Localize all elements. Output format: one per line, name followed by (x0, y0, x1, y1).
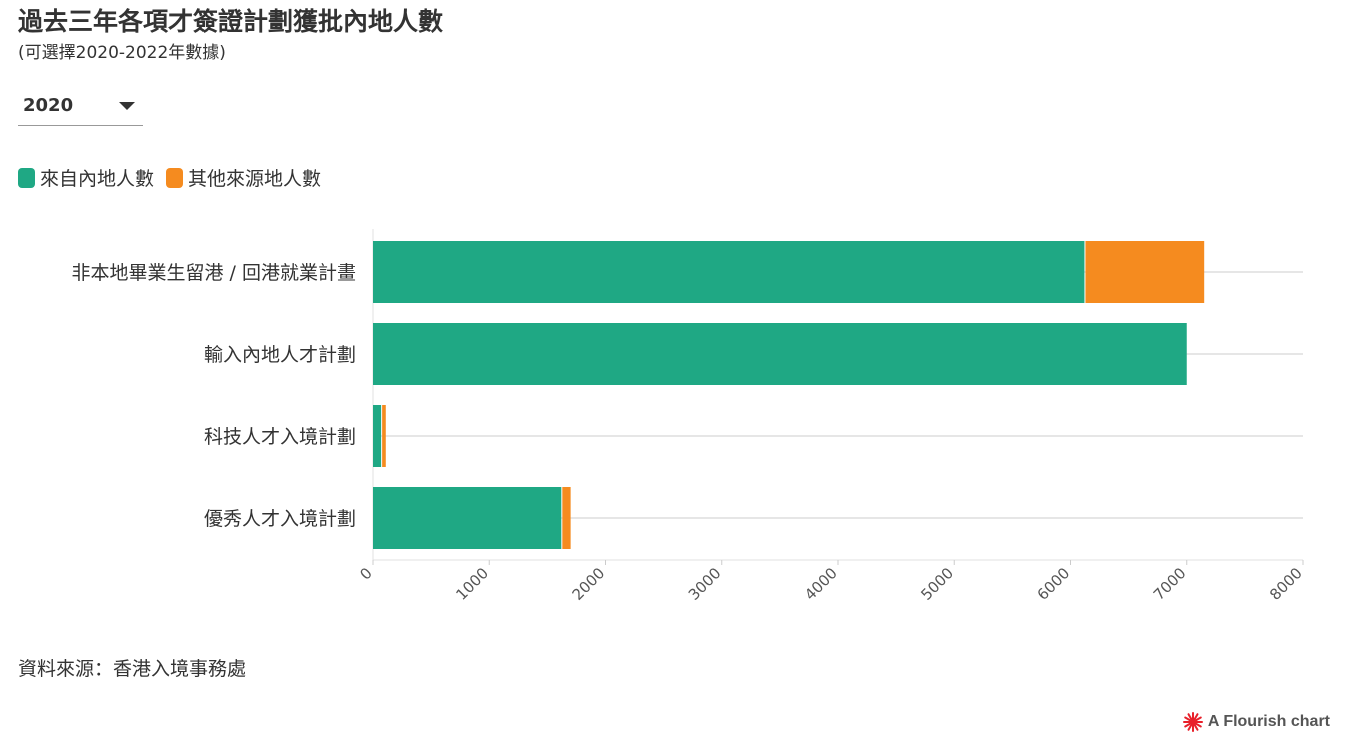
flourish-logo-ray (1194, 716, 1202, 722)
category-label: 輸入內地人才計劃 (204, 344, 356, 366)
bar-mainland (373, 405, 382, 467)
x-tick-label: 4000 (801, 564, 841, 604)
flourish-logo-ray (1187, 723, 1193, 731)
flourish-logo-center (1189, 719, 1196, 725)
bar-mainland (373, 487, 562, 549)
year-dropdown-value: 2020 (23, 95, 74, 116)
flourish-credit-link[interactable]: A Flourish chart (1182, 712, 1330, 732)
x-tick-label: 3000 (685, 564, 725, 604)
flourish-logo-ray (1184, 722, 1192, 728)
legend-item-mainland[interactable]: 來自內地人數 (18, 164, 154, 191)
flourish-logo-ray (1193, 723, 1199, 731)
source-note: 資料來源：香港入境事務處 (18, 658, 247, 680)
legend-item-other[interactable]: 其他來源地人數 (166, 164, 321, 191)
flourish-logo-ray (1187, 713, 1193, 721)
bar-other (382, 405, 386, 467)
flourish-logo-icon (1182, 712, 1203, 732)
bar-mainland (373, 323, 1187, 385)
legend-label-other: 其他來源地人數 (188, 168, 322, 190)
legend-swatch-mainland (18, 167, 35, 188)
caret-down-icon (119, 102, 135, 110)
x-tick-label: 8000 (1266, 564, 1306, 604)
bar-other (562, 487, 571, 549)
bar-mainland (373, 241, 1085, 303)
x-tick-label: 5000 (917, 564, 957, 604)
year-dropdown[interactable]: 2020 (18, 88, 143, 126)
category-label: 科技人才入境計劃 (204, 426, 356, 448)
flourish-credit-label: A Flourish chart (1207, 713, 1330, 730)
legend-label-mainland: 來自內地人數 (40, 168, 155, 190)
bar-chart: 0 1000 2000 3000 4000 5000 6000 7000 8000 非本地畢業生留… (72, 229, 1306, 604)
chart-title: 過去三年各項才簽證計劃獲批內地人數 (18, 7, 444, 36)
legend: 來自內地人數 其他來源地人數 (18, 164, 321, 191)
category-label: 優秀人才入境計劃 (204, 508, 356, 530)
x-tick-label: 2000 (569, 564, 609, 604)
x-tick-label: 1000 (452, 564, 492, 604)
category-label: 非本地畢業生留港 / 回港就業計畫 (72, 262, 356, 284)
legend-swatch-other (166, 167, 184, 188)
x-tick-label: 7000 (1150, 564, 1190, 604)
chart-subtitle: (可選擇2020-2022年數據) (18, 43, 226, 63)
flourish-logo-ray (1184, 716, 1192, 722)
x-tick-label: 6000 (1034, 564, 1074, 604)
flourish-logo-ray (1193, 713, 1199, 721)
flourish-logo-ray (1194, 722, 1202, 728)
x-tick-label: 0 (356, 564, 375, 583)
bar-other (1085, 241, 1205, 303)
